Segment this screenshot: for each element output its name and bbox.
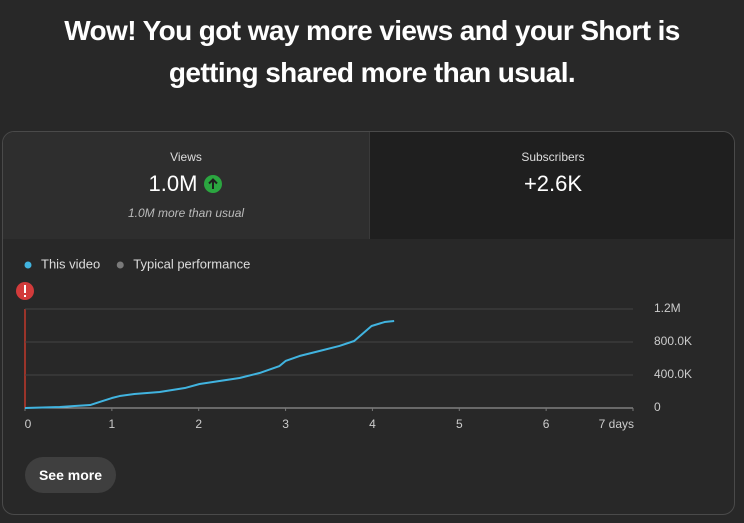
series-line <box>24 319 395 409</box>
tab-value: +2.6K <box>523 171 583 196</box>
y-tick-label: 0 <box>654 400 661 414</box>
up-icon <box>204 175 223 193</box>
alert-icon-bar <box>24 285 26 293</box>
see-more-button[interactable]: See more <box>25 457 116 493</box>
tab-note: 1.0M more than usual <box>127 206 245 220</box>
headline: Wow! You got way more views and your Sho… <box>64 15 680 88</box>
views-tab[interactable]: Views 1.0M 1.0M more than usual <box>3 132 369 239</box>
tab-value-row: 1.0M <box>149 171 224 197</box>
y-tick-label: 400.0K <box>654 367 692 381</box>
alert-icon-dot <box>24 295 26 297</box>
x-tick-label: 6 <box>543 417 550 431</box>
subscribers-tab[interactable]: Subscribers +2.6K <box>369 132 734 239</box>
legend-label: Typical performance <box>133 256 250 271</box>
x-tick-label: 1 <box>109 417 116 431</box>
stats-card: Views 1.0M 1.0M more than usual Subscrib… <box>2 131 735 515</box>
x-tick-label: 0 <box>25 417 32 431</box>
y-tick-label: 800.0K <box>654 334 692 348</box>
legend-dot <box>24 261 32 269</box>
y-tick-label: 1.2M <box>654 301 681 315</box>
x-tick-label: 5 <box>456 417 463 431</box>
tab-label: Subscribers <box>521 150 585 164</box>
tab-value: 1.0M <box>148 171 198 196</box>
x-tick-label: 4 <box>369 417 376 431</box>
x-tick-label: 2 <box>195 417 202 431</box>
x-tick-label: 7 days <box>599 417 634 431</box>
tab-label: Views <box>170 150 202 164</box>
legend-label: This video <box>41 256 100 271</box>
legend-dot <box>116 261 124 269</box>
x-tick-label: 3 <box>282 417 289 431</box>
